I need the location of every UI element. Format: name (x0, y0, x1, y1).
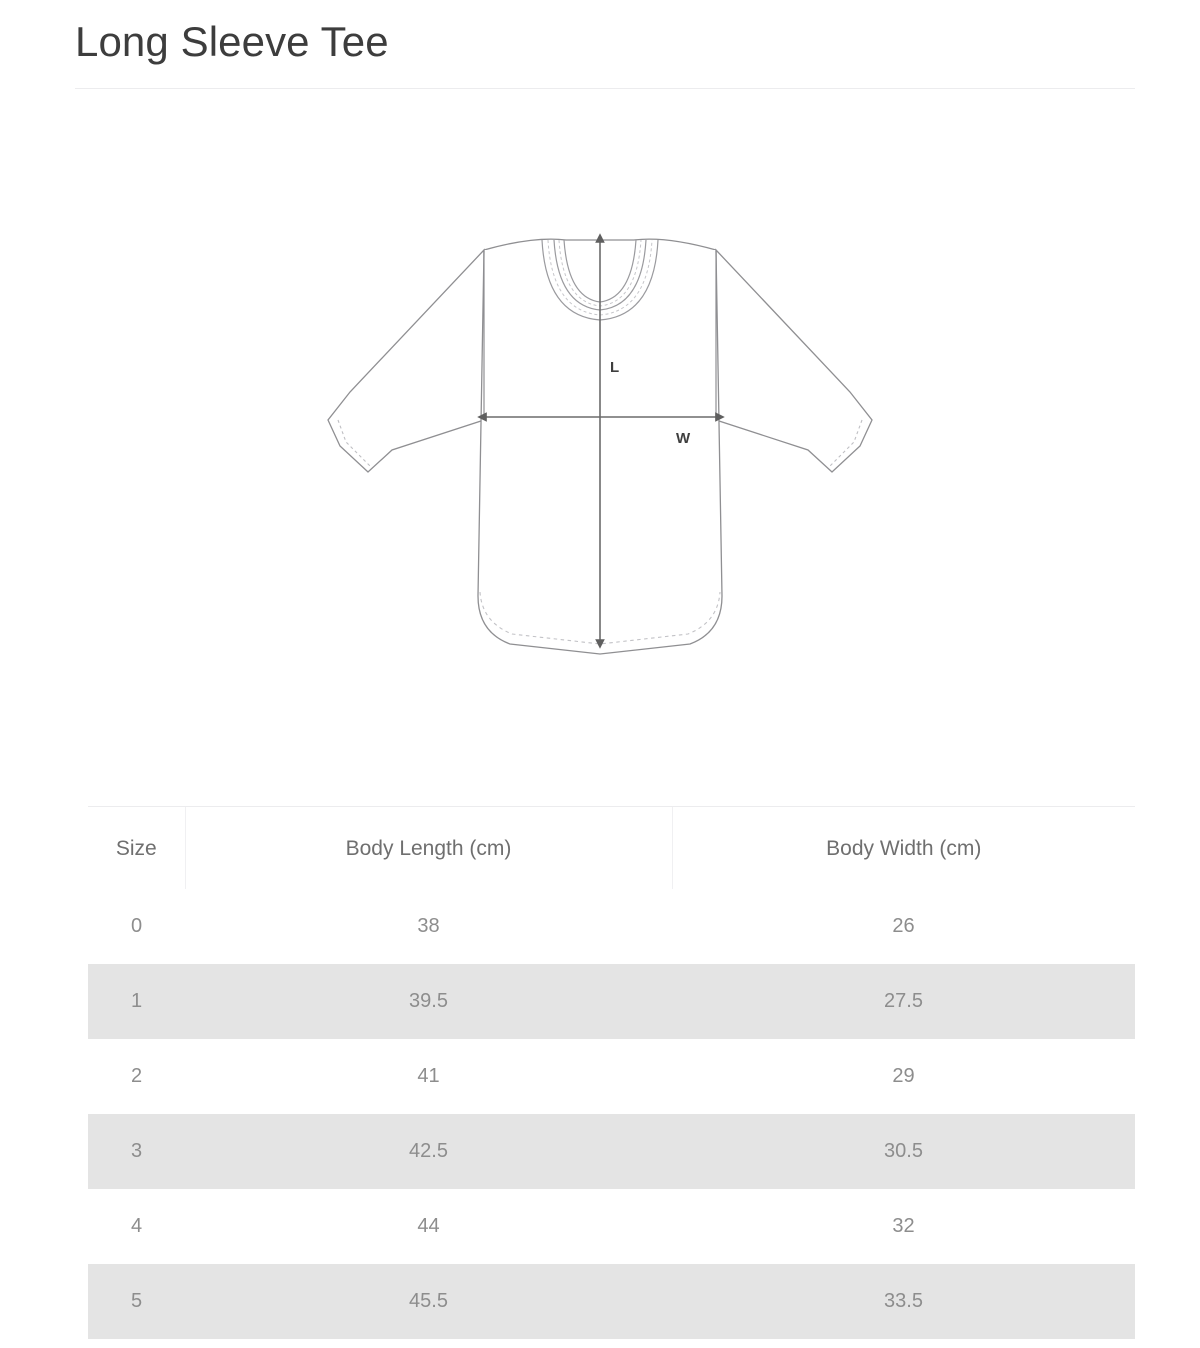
cell-size: 1 (88, 964, 185, 1039)
cell-size: 0 (88, 889, 185, 964)
cell-size: 3 (88, 1114, 185, 1189)
cell-body-width: 29 (672, 1039, 1135, 1114)
left-cuff-stitch-icon (337, 419, 371, 467)
table-row: 1 39.5 27.5 (88, 964, 1135, 1039)
body-width-label: W (676, 430, 691, 447)
page-title: Long Sleeve Tee (75, 18, 389, 65)
right-cuff-stitch-icon (829, 419, 863, 467)
size-chart-header: Size Body Length (cm) Body Width (cm) (88, 806, 1135, 889)
cell-body-length: 41 (185, 1039, 672, 1114)
right-sleeve-icon (715, 248, 873, 473)
cell-body-length: 38 (185, 889, 672, 964)
table-row: 2 41 29 (88, 1039, 1135, 1114)
table-row: 3 42.5 30.5 (88, 1114, 1135, 1189)
page-title-container: Long Sleeve Tee (75, 18, 1135, 66)
body-length-label: L (610, 359, 619, 376)
title-divider (75, 88, 1135, 89)
cell-body-width: 32 (672, 1189, 1135, 1264)
cell-size: 4 (88, 1189, 185, 1264)
cell-body-length: 42.5 (185, 1114, 672, 1189)
size-chart-table: Size Body Length (cm) Body Width (cm) 0 … (88, 806, 1135, 1339)
cell-body-length: 39.5 (185, 964, 672, 1039)
table-row: 0 38 26 (88, 889, 1135, 964)
table-row: 5 45.5 33.5 (88, 1264, 1135, 1339)
table-row: 4 44 32 (88, 1189, 1135, 1264)
cell-body-width: 26 (672, 889, 1135, 964)
size-chart-body: 0 38 26 1 39.5 27.5 2 41 29 3 42.5 30.5 … (88, 889, 1135, 1339)
cell-body-length: 45.5 (185, 1264, 672, 1339)
long-sleeve-tee-diagram-svg: L W (327, 233, 873, 655)
cell-body-length: 44 (185, 1189, 672, 1264)
column-header-body-width: Body Width (cm) (671, 806, 1135, 889)
garment-illustration: L W (288, 120, 912, 680)
cell-size: 2 (88, 1039, 185, 1114)
cell-size: 5 (88, 1264, 185, 1339)
cell-body-width: 27.5 (672, 964, 1135, 1039)
column-header-body-length: Body Length (cm) (184, 806, 672, 889)
column-header-size: Size (88, 806, 185, 889)
cell-body-width: 33.5 (672, 1264, 1135, 1339)
cell-body-width: 30.5 (672, 1114, 1135, 1189)
table-header-row: Size Body Length (cm) Body Width (cm) (88, 806, 1135, 889)
left-sleeve-icon (327, 248, 485, 473)
